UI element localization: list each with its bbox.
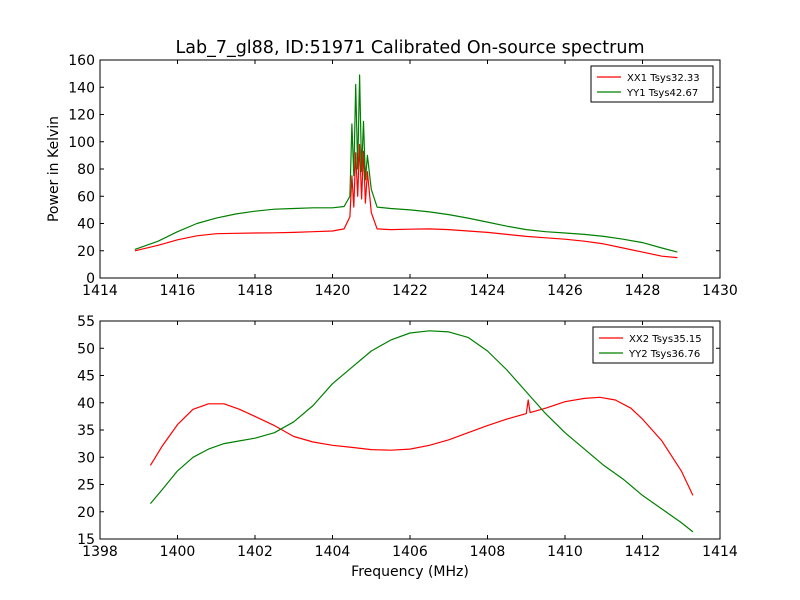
y-tick-label: 45 — [77, 369, 95, 385]
y-tick-label: 40 — [77, 396, 95, 412]
top-spectrum-plot: 1414 1416 1418 1420 1422 1424 1426 1428 1430 0 20 4… — [46, 53, 738, 299]
x-tick-label: 1422 — [392, 283, 428, 299]
x-tick-label: 1402 — [237, 544, 273, 560]
y-axis-label: Power in Kelvin — [46, 116, 62, 222]
x-tick-label: 1412 — [625, 544, 661, 560]
legend-label: XX1 Tsys32.33 — [627, 73, 700, 84]
series-line-yy — [149, 330, 694, 533]
x-axis-label: Frequency (MHz) — [351, 564, 469, 580]
x-tick-label: 1424 — [470, 283, 506, 299]
x-tick-label: 1420 — [315, 283, 351, 299]
y-tick-label: 0 — [86, 271, 95, 287]
x-tick-label: 1418 — [237, 283, 273, 299]
y-tick-label: 50 — [77, 341, 95, 357]
x-tick-label: 1416 — [160, 283, 196, 299]
y-tick-label: 15 — [77, 532, 95, 548]
series-line-xx — [134, 143, 678, 259]
x-tick-label: 1404 — [315, 544, 351, 560]
legend: XX1 Tsys32.33 YY1 Tsys42.67 — [590, 65, 714, 103]
series-line-xx — [149, 396, 694, 496]
y-tick-label: 80 — [77, 162, 95, 178]
legend-box — [592, 326, 714, 364]
legend-label: XX2 Tsys35.15 — [629, 334, 702, 345]
y-tick-label: 60 — [77, 189, 95, 205]
y-tick-label: 140 — [68, 80, 95, 96]
x-tick-label: 1428 — [625, 283, 661, 299]
legend: XX2 Tsys35.15 YY2 Tsys36.76 — [592, 326, 714, 364]
x-tick-label: 1414 — [82, 283, 118, 299]
series-line-yy — [134, 74, 678, 253]
y-tick-label: 35 — [77, 423, 95, 439]
x-tick-label: 1430 — [702, 283, 738, 299]
y-tick-label: 55 — [77, 314, 95, 330]
y-tick-label: 120 — [68, 108, 95, 124]
legend-label: YY1 Tsys42.67 — [626, 88, 698, 99]
x-tick-label: 1408 — [470, 544, 506, 560]
x-tick-label: 1400 — [160, 544, 196, 560]
y-tick-label: 40 — [77, 217, 95, 233]
y-tick-label: 100 — [68, 135, 95, 151]
y-tick-label: 25 — [77, 478, 95, 494]
x-tick-label: 1406 — [392, 544, 428, 560]
figure-title: Lab_7_gl88, ID:51971 Calibrated On-sourc… — [175, 38, 644, 58]
y-tick-label: 20 — [77, 244, 95, 260]
y-tick-label: 20 — [77, 505, 95, 521]
x-tick-label: 1414 — [702, 544, 738, 560]
legend-label: YY2 Tsys36.76 — [628, 349, 700, 360]
y-tick-label: 160 — [68, 53, 95, 69]
series-lines — [149, 330, 694, 533]
x-tick-label: 1410 — [547, 544, 583, 560]
series-lines — [134, 74, 678, 259]
x-tick-label: 1426 — [547, 283, 583, 299]
y-tick-label: 30 — [77, 450, 95, 466]
x-tick-label: 1398 — [82, 544, 118, 560]
bottom-spectrum-plot: 1398 1400 1402 1404 1406 1408 1410 1412 1414 15 20… — [77, 314, 738, 580]
legend-box — [590, 65, 714, 103]
